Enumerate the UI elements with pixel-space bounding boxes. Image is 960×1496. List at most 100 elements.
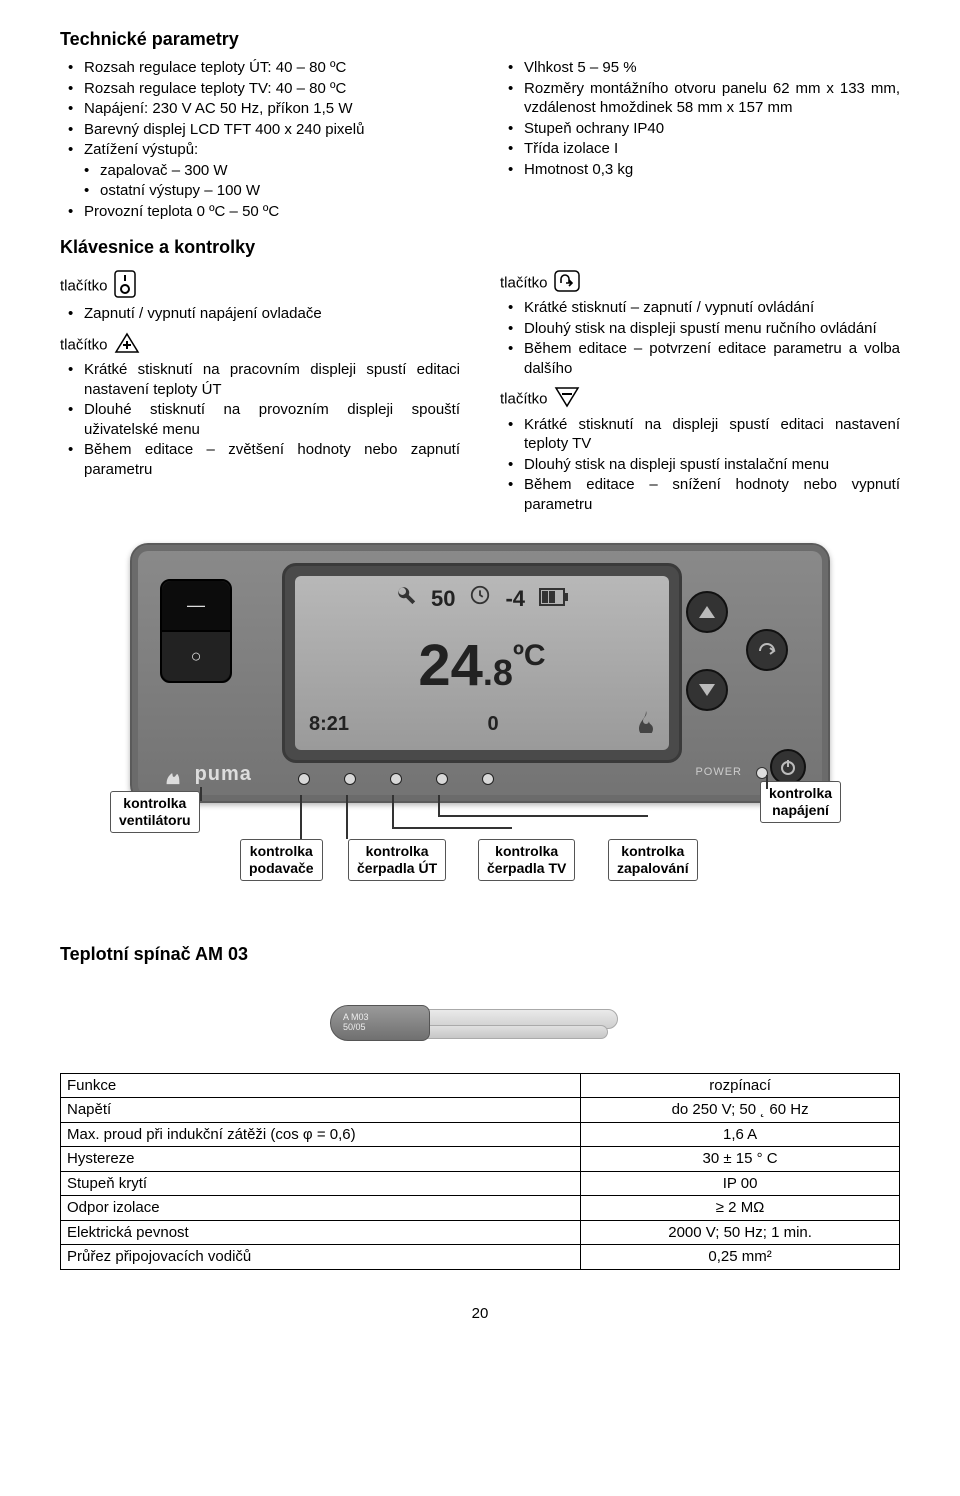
rocker-off-icon: ○	[162, 632, 230, 681]
screen-bottom-zero: 0	[487, 711, 498, 740]
probe-tube2	[418, 1025, 608, 1039]
rocker-on-icon: —	[162, 581, 230, 632]
btn-minus-item: Během editace – snížení hodnoty nebo vyp…	[500, 475, 900, 514]
params-right-col: Vlhkost 5 – 95 % Rozměry montážního otvo…	[500, 57, 900, 222]
btn-ok-item: Krátké stisknutí – zapnutí / vypnutí ovl…	[500, 298, 900, 318]
table-row: Max. proud při indukční zátěži (cos φ = …	[61, 1122, 900, 1147]
spec-name: Napětí	[61, 1098, 581, 1123]
spec-value: 0,25 mm²	[581, 1245, 900, 1270]
brand-label: puma	[162, 761, 252, 787]
device-illustration: — ○ 50 -4 24.8	[130, 543, 830, 803]
btn-plus-item: Krátké stisknutí na pracovním displeji s…	[60, 360, 460, 399]
callout-line	[392, 827, 512, 829]
controller-device: — ○ 50 -4 24.8	[130, 543, 830, 803]
params-columns: Rozsah regulace teploty ÚT: 40 – 80 ºC R…	[60, 57, 900, 222]
callout-line	[200, 787, 202, 801]
device-power-button[interactable]	[770, 749, 806, 785]
tech-params-heading: Technické parametry	[60, 28, 900, 51]
led-pump-ut	[390, 773, 402, 785]
callout-fan: kontrolka ventilátoru	[110, 791, 200, 833]
spec-name: Odpor izolace	[61, 1196, 581, 1221]
callout-feeder: kontrolka podavače	[240, 839, 323, 881]
keys-columns: tlačítko Zapnutí / vypnutí napájení ovla…	[60, 266, 900, 516]
button-word: tlačítko	[500, 391, 548, 408]
callout-pump-ut: kontrolka čerpadla ÚT	[348, 839, 446, 881]
callout-pump-tv: kontrolka čerpadla TV	[478, 839, 575, 881]
plus-triangle-icon	[114, 332, 140, 360]
minus-triangle-icon	[554, 386, 580, 414]
table-row: Funkcerozpínací	[61, 1073, 900, 1098]
power-io-icon	[114, 270, 136, 304]
table-row: Elektrická pevnost2000 V; 50 Hz; 1 min.	[61, 1220, 900, 1245]
status-leds	[298, 773, 494, 785]
power-label: POWER	[695, 765, 742, 779]
callout-line	[438, 815, 648, 817]
screen-time: 8:21	[309, 711, 349, 740]
btn-ok-item: Dlouhý stisk na displeji spustí menu ruč…	[500, 319, 900, 339]
battery-icon	[539, 585, 569, 614]
btn-minus-item: Krátké stisknutí na displeji spustí edit…	[500, 415, 900, 454]
screen-wrench-value: 50	[431, 585, 455, 614]
device-up-button[interactable]	[686, 591, 728, 633]
table-row: Napětído 250 V; 50 ˛ 60 Hz	[61, 1098, 900, 1123]
param-item: Vlhkost 5 – 95 %	[500, 58, 900, 78]
spec-name: Funkce	[61, 1073, 581, 1098]
spec-name: Max. proud při indukční zátěži (cos φ = …	[61, 1122, 581, 1147]
led-pump-tv	[436, 773, 448, 785]
param-item: Provozní teplota 0 ºC – 50 ºC	[60, 202, 460, 222]
spec-name: Elektrická pevnost	[61, 1220, 581, 1245]
led-feeder	[344, 773, 356, 785]
callout-line	[438, 795, 440, 815]
led-ignition	[482, 773, 494, 785]
param-item: Stupeň ochrany IP40	[500, 119, 900, 139]
lcd-screen: 50 -4 24.8ºC 8:21 0	[295, 576, 669, 750]
page-number: 20	[60, 1304, 900, 1324]
screen-temp-dec: .8	[483, 652, 513, 693]
button-word: tlačítko	[60, 337, 108, 354]
table-row: Stupeň krytíIP 00	[61, 1171, 900, 1196]
spec-value: 30 ± 15 ° C	[581, 1147, 900, 1172]
wrench-icon	[395, 584, 417, 614]
probe-cap: A M03 50/05	[330, 1005, 430, 1041]
spec-value: rozpínací	[581, 1073, 900, 1098]
button-word: tlačítko	[60, 278, 108, 295]
callout-power: kontrolka napájení	[760, 781, 841, 823]
param-item: Rozměry montážního otvoru panelu 62 mm x…	[500, 79, 900, 118]
param-sub-item: zapalovač – 300 W	[60, 161, 460, 181]
callout-ignition: kontrolka zapalování	[608, 839, 698, 881]
switch-heading: Teplotní spínač AM 03	[60, 943, 900, 966]
ok-enter-icon	[554, 270, 580, 298]
spec-name: Hystereze	[61, 1147, 581, 1172]
spec-name: Průřez připojovacích vodičů	[61, 1245, 581, 1270]
spec-name: Stupeň krytí	[61, 1171, 581, 1196]
device-down-button[interactable]	[686, 669, 728, 711]
spec-value: 2000 V; 50 Hz; 1 min.	[581, 1220, 900, 1245]
btn-plus-item: Během editace – zvětšení hodnoty nebo za…	[60, 440, 460, 479]
table-row: Hystereze30 ± 15 ° C	[61, 1147, 900, 1172]
spec-value: IP 00	[581, 1171, 900, 1196]
rocker-switch[interactable]: — ○	[160, 579, 232, 683]
params-left-col: Rozsah regulace teploty ÚT: 40 – 80 ºC R…	[60, 57, 460, 222]
spec-value: do 250 V; 50 ˛ 60 Hz	[581, 1098, 900, 1123]
param-item: Hmotnost 0,3 kg	[500, 160, 900, 180]
lcd-frame: 50 -4 24.8ºC 8:21 0	[282, 563, 682, 763]
keys-right-col: tlačítko Krátké stisknutí – zapnutí / vy…	[500, 266, 900, 516]
screen-temp-int: 24	[418, 633, 483, 698]
device-ok-button[interactable]	[746, 629, 788, 671]
param-item: Třída izolace I	[500, 139, 900, 159]
param-item: Rozsah regulace teploty TV: 40 – 80 ºC	[60, 79, 460, 99]
callout-line	[392, 795, 394, 827]
btn-minus-item: Dlouhý stisk na displeji spustí instalač…	[500, 455, 900, 475]
table-row: Průřez připojovacích vodičů0,25 mm²	[61, 1245, 900, 1270]
button-word: tlačítko	[500, 275, 548, 292]
param-sub-item: ostatní výstupy – 100 W	[60, 181, 460, 201]
param-item: Zatížení výstupů:	[60, 140, 460, 160]
keys-left-col: tlačítko Zapnutí / vypnutí napájení ovla…	[60, 266, 460, 516]
callout-line	[766, 775, 768, 789]
keys-heading: Klávesnice a kontrolky	[60, 236, 900, 259]
param-item: Barevný displej LCD TFT 400 x 240 pixelů	[60, 120, 460, 140]
callout-line	[346, 795, 348, 839]
screen-clock-value: -4	[505, 585, 525, 614]
btn-plus-item: Dlouhé stisknutí na provozním displeji s…	[60, 400, 460, 439]
btn-ok-item: Během editace – potvrzení editace parame…	[500, 339, 900, 378]
